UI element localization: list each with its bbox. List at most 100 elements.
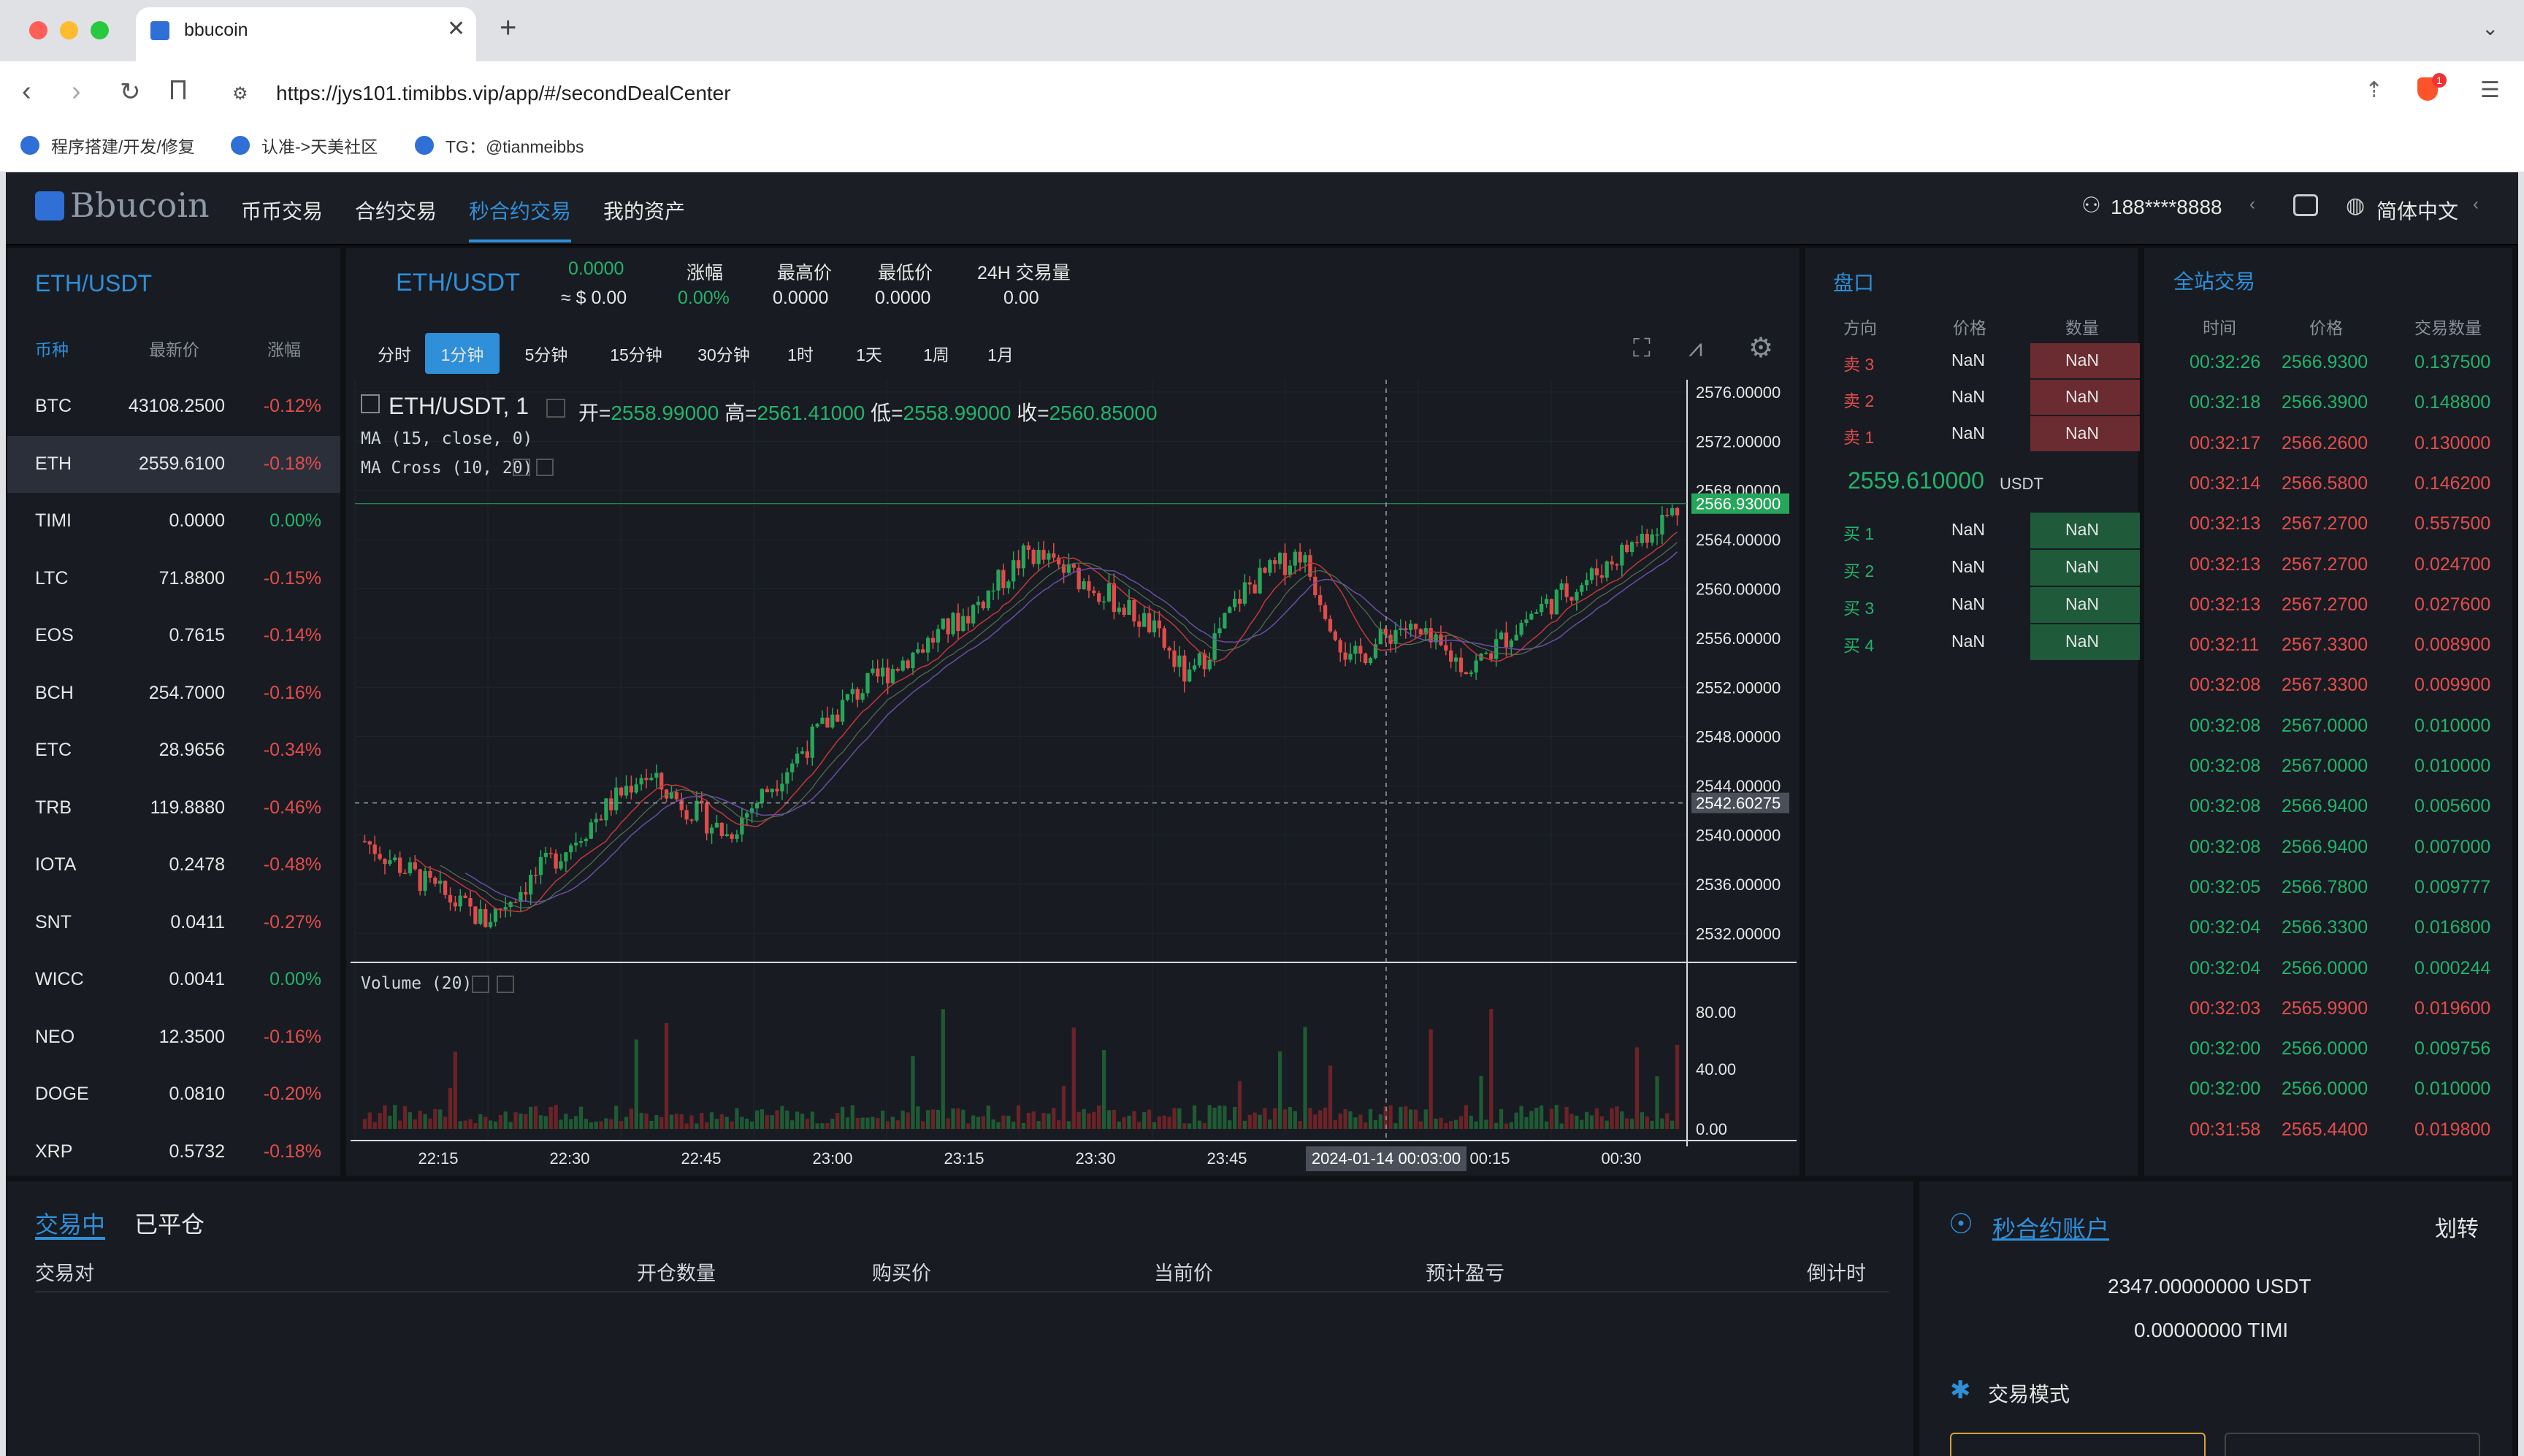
collapse-legend-icon[interactable] [361, 394, 380, 413]
market-last-price: 0.0810 [169, 1084, 225, 1104]
bookmark-item[interactable]: 程序搭建/开发/修复 [20, 133, 195, 158]
tab-search-chevron-icon[interactable]: ⌄ [2482, 17, 2499, 39]
volume-settings-icon[interactable] [472, 976, 489, 993]
volume-bar [1544, 1121, 1549, 1129]
market-row[interactable]: BCH 254.7000 -0.16% [7, 665, 340, 722]
nav-spot-trading[interactable]: 币币交易 [241, 200, 324, 223]
volume-bar [1383, 1106, 1388, 1129]
forward-icon[interactable]: › [72, 76, 81, 107]
timeframe-tab[interactable]: 分时 [378, 345, 411, 364]
volume-bar [1041, 1113, 1046, 1129]
macross-settings-icon[interactable] [513, 459, 530, 476]
chart-settings-gear-icon[interactable]: ⚙ [1748, 333, 1774, 364]
market-row[interactable]: WICC 0.0041 0.00% [7, 951, 340, 1008]
fullscreen-icon[interactable]: ⛶ [1633, 334, 1651, 362]
trade-price: 2567.0000 [2282, 715, 2368, 736]
volume-bar [745, 1119, 749, 1129]
candle-body [559, 861, 563, 869]
account-title[interactable]: 秒合约账户 [1992, 1216, 2110, 1242]
trade-price: 2566.9400 [2282, 836, 2368, 857]
symbol-settings-icon[interactable] [546, 399, 565, 418]
share-icon[interactable]: ⇡ [2365, 78, 2384, 102]
pos-col-buy-price: 购买价 [872, 1262, 931, 1284]
menu-icon[interactable]: ☰ [2480, 78, 2500, 102]
market-row[interactable]: ETC 28.9656 -0.34% [7, 722, 340, 779]
bookmark-icon[interactable] [171, 80, 186, 99]
volume-bar [1197, 1120, 1202, 1129]
volume-bar [925, 1110, 930, 1129]
back-icon[interactable]: ‹ [22, 76, 31, 107]
nav-second-contract[interactable]: 秒合约交易 [469, 200, 572, 223]
volume-bar [855, 1118, 860, 1129]
market-row[interactable]: TIMI 0.0000 0.00% [7, 493, 340, 550]
candle-body [433, 877, 437, 884]
transfer-button[interactable]: 划转 [2435, 1217, 2479, 1241]
address-bar[interactable] [216, 69, 2188, 118]
market-row[interactable]: DOGE 0.0810 -0.20% [7, 1066, 340, 1123]
volume-bar [629, 1108, 634, 1129]
indicators-icon[interactable]: ⩘ [1689, 334, 1703, 362]
candle-body [1031, 549, 1036, 564]
market-row[interactable]: EOS 0.7615 -0.14% [7, 608, 340, 664]
timeframe-tab[interactable]: 1分钟 [425, 333, 500, 374]
timeframe-tab[interactable]: 5分钟 [524, 345, 568, 364]
candle-body [1192, 665, 1197, 670]
trade-amount: 0.008900 [2414, 635, 2491, 656]
volume-bar [488, 1120, 493, 1129]
language-selector[interactable]: 简体中文 [2376, 200, 2459, 223]
mode-option-button[interactable] [1950, 1433, 2206, 1456]
timeframe-tab[interactable]: 1周 [923, 345, 949, 364]
site-info-icon[interactable]: ⚙ [232, 84, 248, 104]
trade-time: 00:32:04 [2190, 917, 2261, 938]
nav-my-assets[interactable]: 我的资产 [603, 200, 686, 223]
mode-option-button[interactable] [2225, 1433, 2480, 1456]
url-text[interactable]: https://jys101.timibbs.vip/app/#/secondD… [276, 82, 731, 104]
maximize-window-button[interactable] [91, 21, 109, 39]
market-row[interactable]: BTC 43108.2500 -0.12% [7, 378, 340, 435]
ob-col-price: 价格 [1953, 318, 1986, 337]
candle-body [529, 874, 533, 894]
minimize-window-button[interactable] [60, 21, 78, 39]
market-row[interactable]: TRB 119.8880 -0.46% [7, 780, 340, 837]
candle-body [749, 808, 754, 813]
candle-body [1399, 628, 1403, 630]
volume-bar [1001, 1115, 1006, 1129]
trade-time: 00:32:00 [2190, 1078, 2261, 1100]
bookmark-item[interactable]: TG：@tianmeibbs [415, 133, 584, 158]
user-chevron-icon[interactable]: ‹ [2249, 194, 2255, 214]
language-chevron-icon[interactable]: ‹ [2473, 194, 2479, 214]
volume-remove-icon[interactable] [497, 976, 514, 993]
market-row[interactable]: ETH 2559.6100 -0.18% [7, 435, 340, 493]
tab-closed[interactable]: 已平仓 [134, 1211, 205, 1238]
candlestick-chart[interactable]: 2576.000002572.000002568.000002564.00000… [351, 380, 1797, 1174]
close-tab-icon[interactable]: ✕ [447, 17, 466, 41]
reload-icon[interactable]: ↻ [120, 78, 141, 106]
timeframe-tab[interactable]: 1月 [987, 345, 1014, 364]
timeframe-tab[interactable]: 1天 [856, 345, 882, 364]
volume-bar [815, 1123, 819, 1129]
market-row[interactable]: IOTA 0.2478 -0.48% [7, 837, 340, 894]
user-account[interactable]: 188****8888 [2111, 196, 2222, 218]
market-row[interactable]: SNT 0.0411 -0.27% [7, 894, 340, 951]
timeframe-tab[interactable]: 1时 [787, 345, 814, 364]
volume-bar [1217, 1106, 1222, 1129]
candle-body [548, 853, 553, 854]
macross-remove-icon[interactable] [536, 459, 554, 476]
volume-bar [649, 1120, 654, 1129]
nav-contract-trading[interactable]: 合约交易 [355, 200, 437, 223]
volume-bar [644, 1114, 649, 1129]
download-app-icon[interactable] [2293, 194, 2318, 216]
volume-bar [1192, 1105, 1197, 1129]
market-row[interactable]: NEO 12.3500 -0.16% [7, 1009, 340, 1066]
tab-trading[interactable]: 交易中 [35, 1211, 106, 1238]
close-window-button[interactable] [29, 21, 47, 39]
timeframe-tab[interactable]: 15分钟 [610, 345, 662, 364]
timeframe-tab[interactable]: 30分钟 [697, 345, 750, 364]
market-row[interactable]: LTC 71.8800 -0.15% [7, 551, 340, 608]
logo-text[interactable]: Bbucoin [70, 185, 210, 225]
new-tab-icon[interactable]: + [500, 12, 517, 44]
browser-tab[interactable] [136, 7, 476, 61]
market-row[interactable]: XRP 0.5732 -0.18% [7, 1124, 340, 1181]
bookmark-item[interactable]: 认准->天美社区 [231, 133, 378, 158]
globe-icon: ◍ [2346, 194, 2366, 218]
